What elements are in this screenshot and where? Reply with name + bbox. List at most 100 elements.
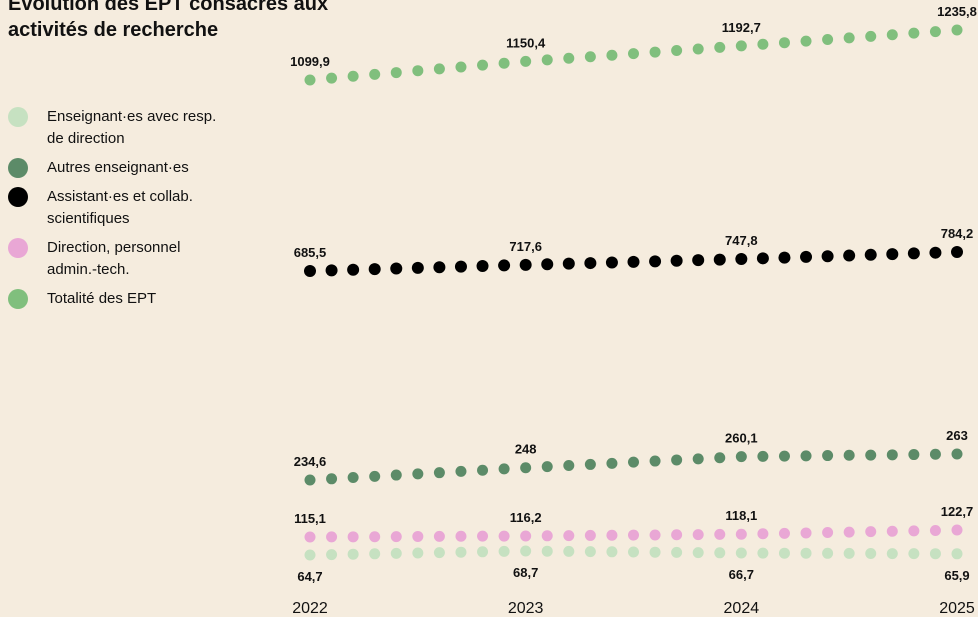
- value-label: 115,1: [294, 511, 326, 526]
- dot: [671, 529, 683, 541]
- dot: [670, 254, 683, 267]
- legend-swatch: [8, 187, 28, 207]
- dot: [822, 526, 834, 538]
- dot: [454, 260, 467, 273]
- value-label: 118,1: [725, 508, 757, 523]
- dot: [498, 545, 510, 557]
- dot: [692, 453, 704, 465]
- value-label: 234,6: [294, 454, 327, 469]
- dot: [562, 257, 575, 270]
- dot: [368, 263, 381, 276]
- dot: [714, 41, 726, 53]
- x-tick-label: 2025: [939, 600, 975, 617]
- value-label: 64,7: [297, 569, 322, 584]
- dot: [520, 530, 532, 542]
- value-label: 68,7: [513, 565, 538, 580]
- value-label: 263: [946, 428, 968, 443]
- dot: [304, 474, 316, 486]
- dot: [692, 43, 704, 55]
- dot: [412, 547, 424, 559]
- dot: [433, 530, 445, 542]
- dot: [347, 70, 359, 82]
- dot: [778, 251, 791, 264]
- dot: [886, 29, 898, 41]
- dot: [757, 450, 769, 462]
- dot: [304, 74, 316, 86]
- dot: [520, 462, 532, 474]
- value-label: 1150,4: [506, 35, 546, 50]
- dot: [671, 546, 683, 558]
- dot: [412, 65, 424, 77]
- dot: [800, 450, 812, 462]
- value-label: 685,5: [294, 245, 327, 260]
- dot: [477, 546, 489, 558]
- value-label: 260,1: [725, 431, 758, 446]
- dot: [326, 549, 338, 561]
- dot: [778, 450, 790, 462]
- dot: [778, 547, 790, 559]
- dot: [778, 37, 790, 49]
- dot: [714, 452, 726, 464]
- dot: [843, 249, 856, 262]
- dot: [821, 250, 834, 263]
- value-label: 65,9: [944, 568, 969, 583]
- dot: [735, 547, 747, 559]
- dot: [455, 61, 467, 73]
- dot: [541, 461, 553, 473]
- dot: [951, 448, 963, 460]
- dot: [498, 57, 510, 69]
- x-tick-label: 2024: [724, 600, 760, 617]
- dot: [886, 449, 898, 461]
- dot: [412, 468, 424, 480]
- value-label: 1192,7: [722, 20, 761, 35]
- dot: [347, 472, 359, 484]
- dot: [757, 547, 769, 559]
- dot: [455, 546, 467, 558]
- dot: [411, 261, 424, 274]
- dot: [649, 46, 661, 58]
- dot: [886, 548, 898, 560]
- legend-item: Autres enseignant·es: [8, 158, 217, 179]
- value-label: 717,6: [509, 239, 542, 254]
- value-label: 248: [515, 442, 537, 457]
- dot: [455, 465, 467, 477]
- dot: [606, 529, 618, 541]
- dot: [671, 454, 683, 466]
- dot: [390, 262, 403, 275]
- dot: [843, 547, 855, 559]
- dot: [756, 252, 769, 265]
- dot: [369, 531, 381, 543]
- dot: [627, 255, 640, 268]
- dot: [735, 528, 747, 540]
- legend-swatch: [8, 158, 28, 178]
- legend-swatch: [8, 289, 28, 309]
- dot: [433, 467, 445, 479]
- legend-label: Direction, personnel admin.-tech.: [47, 239, 181, 278]
- dot: [520, 55, 532, 67]
- dot: [908, 548, 920, 560]
- dot: [692, 254, 705, 267]
- dot: [713, 253, 726, 266]
- dot: [498, 530, 510, 542]
- dot: [865, 548, 877, 559]
- dot: [628, 48, 639, 60]
- dot: [541, 258, 554, 271]
- dot: [907, 247, 920, 260]
- dot: [886, 248, 899, 261]
- dot: [800, 35, 812, 47]
- legend-label: Autres enseignant·es: [47, 159, 189, 176]
- legend-item: Direction, personnel admin.-tech.: [8, 238, 217, 281]
- dot: [800, 250, 813, 263]
- legend: Enseignant·es avec resp. de direction Aut…: [8, 107, 217, 318]
- dot: [929, 524, 941, 536]
- dot: [584, 257, 597, 270]
- dot: [735, 40, 747, 52]
- dot: [563, 460, 575, 472]
- dot: [735, 253, 748, 266]
- legend-label: Enseignant·es avec resp. de direction: [47, 108, 217, 147]
- dot: [433, 547, 445, 559]
- legend-label: Totalité des EPT: [47, 290, 157, 307]
- dot: [951, 548, 963, 560]
- dot: [584, 51, 596, 63]
